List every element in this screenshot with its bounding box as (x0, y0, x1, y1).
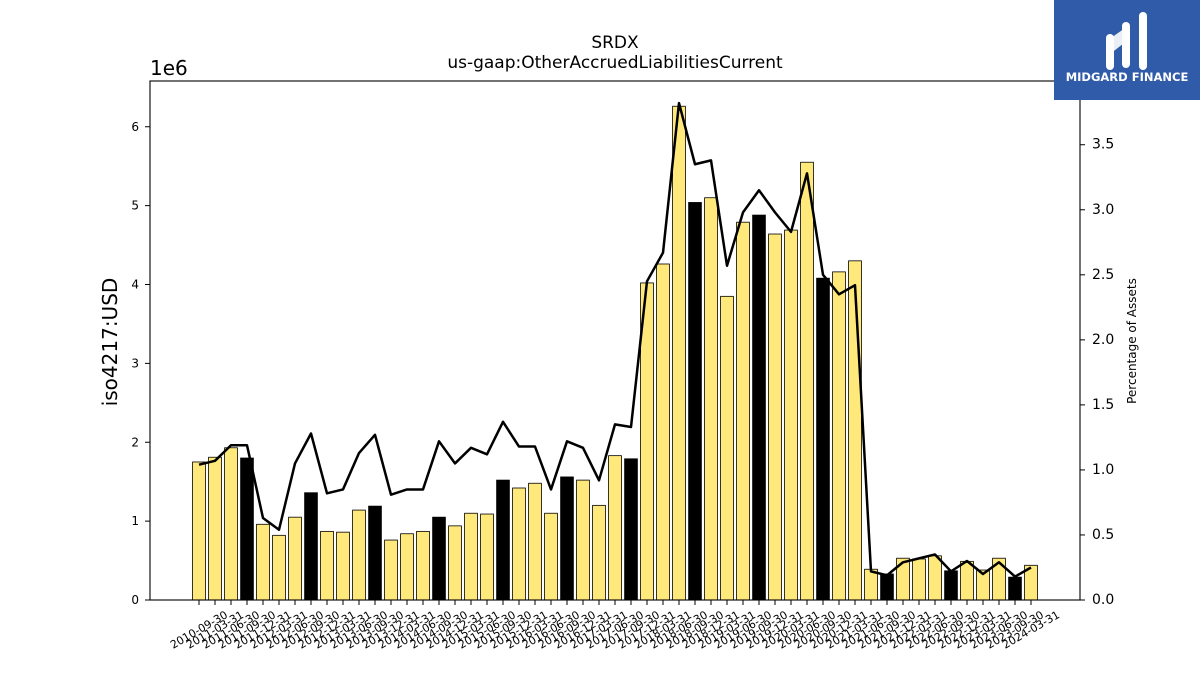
bar-2014-12-31 (448, 525, 462, 601)
bar-2016-06-30 (544, 512, 558, 601)
bar-2019-03-31 (720, 295, 734, 601)
bar-2011-03-31 (208, 456, 222, 601)
bar-2018-03-31 (656, 263, 670, 601)
bar-2015-12-31 (512, 487, 526, 601)
bar-2020-12-31 (832, 271, 846, 601)
chart-subtitle: us-gaap:OtherAccruedLiabilitiesCurrent (447, 53, 783, 73)
y2-tick-label: 2.0 (1092, 332, 1114, 348)
logo: MIDGARD FINANCE (1054, 0, 1200, 100)
y2-tick-label: 1.0 (1092, 462, 1114, 478)
y-tick-label: 4 (131, 278, 139, 292)
bar-2014-06-30 (416, 530, 430, 601)
bar-2011-06-30 (224, 447, 238, 601)
y-tick-label: 6 (131, 120, 139, 134)
bar-2021-03-31 (848, 260, 862, 601)
bar-2022-06-30 (928, 555, 942, 601)
bar-2017-03-31 (592, 504, 606, 601)
y-tick-label: 5 (131, 199, 139, 213)
bar-2011-09-30 (240, 457, 254, 601)
midgard-logo-icon (1106, 12, 1147, 70)
y-tick-label: 0 (131, 593, 139, 607)
bar-2014-03-31 (400, 533, 414, 601)
bar-2012-12-31 (320, 530, 334, 601)
bar-2019-12-31 (768, 233, 782, 601)
bar-2018-12-31 (704, 197, 718, 601)
y2-axis-label: Percentage of Assets (1125, 278, 1139, 404)
line-layer (198, 101, 1032, 578)
bar-2019-06-30 (736, 221, 750, 601)
bar-2015-09-30 (496, 479, 510, 601)
chart-title: SRDX (591, 33, 639, 53)
y-axis-label: iso4217:USD (98, 278, 122, 407)
bar-2011-12-31 (256, 523, 270, 601)
bar-2018-09-30 (688, 202, 702, 601)
bar-2022-09-30 (944, 570, 958, 601)
bar-2017-09-30 (624, 458, 638, 601)
y2-tick-label: 2.5 (1092, 267, 1114, 283)
logo-brand-text: MIDGARD FINANCE (1066, 70, 1189, 84)
bar-2020-03-31 (784, 229, 798, 601)
bar-2019-09-30 (752, 214, 766, 601)
bar-2020-09-30 (816, 277, 830, 601)
y-tick-label: 1 (131, 514, 139, 528)
y-axis-left: 0 1 2 3 4 5 6 (131, 120, 150, 607)
y-axis-offset-label: 1e6 (150, 56, 188, 80)
y-axis-right: 0.0 0.5 1.0 1.5 2.0 2.5 3.0 3.5 (1080, 137, 1114, 608)
y-tick-label: 3 (131, 356, 139, 370)
bar-2012-09-30 (304, 492, 318, 601)
plot-frame (149, 80, 1081, 601)
bar-2013-12-31 (384, 539, 398, 601)
bar-2017-06-30 (608, 455, 622, 601)
bar-2016-03-31 (528, 482, 542, 601)
y2-tick-label: 3.5 (1092, 137, 1114, 153)
bar-2016-12-31 (576, 479, 590, 601)
x-axis: 2010-09-302011-03-312011-06-302011-09-30… (168, 600, 1062, 652)
percentage-of-assets-line (198, 101, 1032, 578)
y2-tick-label: 1.5 (1092, 397, 1114, 413)
bar-2018-06-30 (672, 105, 686, 601)
y2-tick-label: 0.5 (1092, 527, 1114, 543)
y-tick-label: 2 (131, 435, 139, 449)
bar-2012-03-31 (272, 534, 286, 601)
bar-2021-06-30 (864, 568, 878, 601)
bar-2023-09-30 (1008, 576, 1022, 601)
bar-2020-06-30 (800, 161, 814, 601)
bar-2022-03-31 (912, 558, 926, 601)
bar-2015-06-30 (480, 513, 494, 601)
y2-tick-label: 0.0 (1092, 592, 1114, 608)
bar-2013-09-30 (368, 505, 382, 601)
bar-2013-06-30 (352, 509, 366, 601)
bar-2013-03-31 (336, 531, 350, 601)
bar-2012-06-30 (288, 516, 302, 601)
bar-2010-09-30 (192, 461, 206, 601)
bar-2014-09-30 (432, 516, 446, 601)
bar-2015-03-31 (464, 512, 478, 601)
bar-2021-09-30 (880, 573, 894, 601)
bar-2016-09-30 (560, 476, 574, 601)
y2-tick-label: 3.0 (1092, 202, 1114, 218)
bar-2022-12-31 (960, 560, 974, 601)
